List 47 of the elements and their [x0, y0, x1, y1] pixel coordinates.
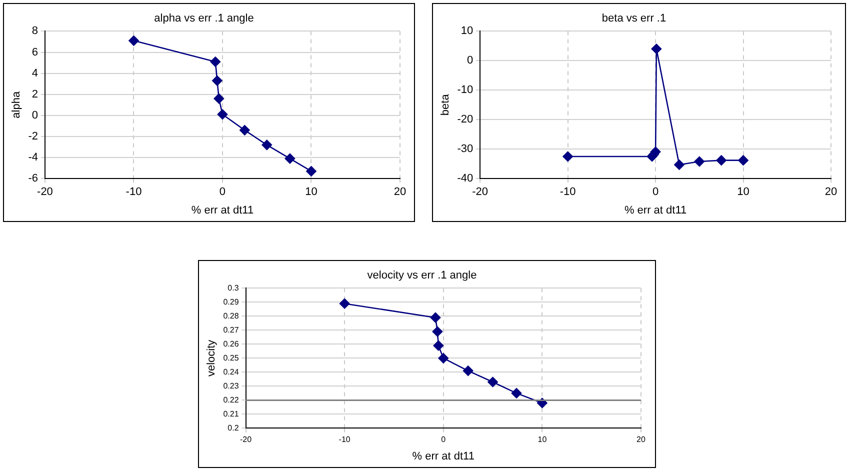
x-tick-label: 20: [636, 435, 646, 444]
y-tick-label: 10: [460, 25, 474, 38]
y-tick-label: 0.25: [223, 353, 240, 362]
y-tick-label: 2: [32, 88, 38, 100]
x-tick-label: -20: [240, 435, 252, 444]
y-axis-title: beta: [440, 93, 452, 116]
chart-title: beta vs err .1: [602, 12, 666, 25]
x-tick-label: -10: [126, 186, 142, 198]
y-tick-label: 0.3: [228, 283, 240, 292]
y-tick-label: 6: [32, 46, 38, 58]
x-tick-label: -10: [560, 186, 576, 198]
x-tick-label: 0: [441, 435, 446, 444]
chart-title: alpha vs err .1 angle: [154, 12, 254, 25]
y-tick-label: 0: [32, 109, 38, 122]
y-tick-label: -4: [28, 152, 38, 164]
x-axis-title: % err at dt11: [624, 204, 687, 216]
x-tick-label: -20: [472, 186, 488, 198]
y-tick-label: -40: [457, 172, 474, 185]
chart-title: velocity vs err .1 angle: [367, 270, 477, 282]
y-tick-label: 4: [32, 67, 38, 80]
y-tick-label: -6: [28, 172, 38, 185]
x-axis-title: % err at dt11: [191, 204, 254, 216]
x-tick-label: 20: [394, 186, 406, 198]
y-tick-label: 0: [466, 54, 474, 67]
y-tick-label: 8: [32, 25, 38, 38]
y-tick-label: 0.21: [223, 409, 240, 418]
y-tick-label: -30: [457, 143, 474, 156]
y-tick-label: -10: [457, 84, 474, 96]
y-tick-label: 0.24: [223, 367, 240, 376]
x-tick-label: 20: [824, 186, 838, 198]
x-tick-label: 10: [538, 435, 548, 444]
x-tick-label: 0: [652, 186, 659, 198]
y-tick-label: -20: [457, 114, 474, 126]
y-tick-label: 0.23: [223, 381, 240, 390]
y-tick-label: 0.2: [228, 423, 240, 432]
y-tick-label: 0.27: [223, 325, 240, 334]
x-tick-label: 10: [737, 186, 750, 198]
y-tick-label: 0.29: [223, 297, 240, 306]
y-axis-title: velocity: [206, 339, 218, 377]
y-axis-title: alpha: [10, 90, 23, 118]
x-axis-title: % err at dt11: [412, 450, 474, 462]
y-tick-label: 0.22: [223, 395, 240, 404]
x-tick-label: 10: [305, 186, 318, 198]
x-tick-label: -10: [338, 435, 351, 444]
y-tick-label: 0.28: [223, 311, 240, 320]
y-tick-label: -2: [28, 130, 38, 143]
y-tick-label: 0.26: [223, 339, 240, 348]
